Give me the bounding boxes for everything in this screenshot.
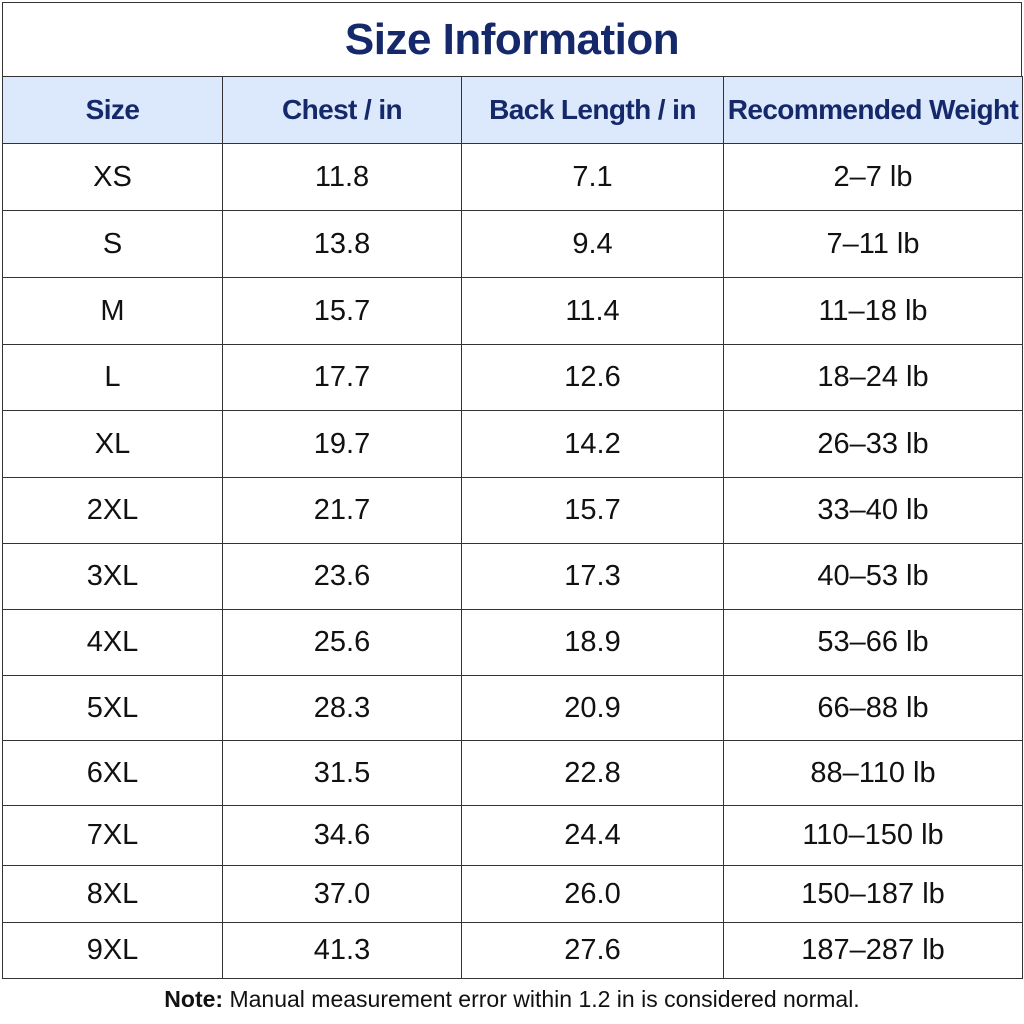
table-cell: 11.4 (461, 277, 724, 345)
table-cell: 9XL (2, 922, 223, 979)
column-header: Size (2, 76, 223, 144)
table-cell: 12.6 (461, 344, 724, 411)
table-cell: 23.6 (222, 543, 462, 610)
table-cell: 18.9 (461, 609, 724, 676)
table-row: 5XL 28.3 20.9 66–88 lb (2, 675, 1023, 741)
table-cell: 187–287 lb (723, 922, 1023, 979)
table-cell: 40–53 lb (723, 543, 1023, 610)
table-cell: 33–40 lb (723, 477, 1023, 544)
column-header: Back Length / in (461, 76, 724, 144)
table-cell: 18–24 lb (723, 344, 1023, 411)
table-cell: S (2, 210, 223, 278)
table-cell: 31.5 (222, 740, 462, 806)
table-cell: 11.8 (222, 143, 462, 211)
table-row: 6XL 31.5 22.8 88–110 lb (2, 740, 1023, 806)
table-row: L 17.7 12.6 18–24 lb (2, 344, 1023, 411)
table-cell: 88–110 lb (723, 740, 1023, 806)
table-cell: 66–88 lb (723, 675, 1023, 741)
table-row: 4XL 25.6 18.9 53–66 lb (2, 609, 1023, 676)
table-row: 9XL 41.3 27.6 187–287 lb (2, 922, 1023, 979)
table-cell: 15.7 (461, 477, 724, 544)
size-table: Size Chest / in Back Length / in Recommende… (2, 76, 1023, 979)
table-cell: XS (2, 143, 223, 211)
table-cell: 41.3 (222, 922, 462, 979)
table-row: 7XL 34.6 24.4 110–150 lb (2, 805, 1023, 866)
column-header: Chest / in (222, 76, 462, 144)
table-cell: 26.0 (461, 865, 724, 923)
table-cell: 110–150 lb (723, 805, 1023, 866)
table-cell: 28.3 (222, 675, 462, 741)
column-header: Recommended Weight (723, 76, 1023, 144)
table-cell: 53–66 lb (723, 609, 1023, 676)
table-cell: 4XL (2, 609, 223, 676)
table-cell: 3XL (2, 543, 223, 610)
table-cell: 17.3 (461, 543, 724, 610)
table-cell: M (2, 277, 223, 345)
table-cell: 14.2 (461, 410, 724, 478)
table-cell: 15.7 (222, 277, 462, 345)
table-cell: 7–11 lb (723, 210, 1023, 278)
table-cell: L (2, 344, 223, 411)
table-cell: 2–7 lb (723, 143, 1023, 211)
table-cell: 24.4 (461, 805, 724, 866)
table-cell: 2XL (2, 477, 223, 544)
table-cell: 17.7 (222, 344, 462, 411)
note-label: Note: (164, 986, 224, 1012)
table-cell: 7.1 (461, 143, 724, 211)
table-cell: 5XL (2, 675, 223, 741)
table-row: M 15.7 11.4 11–18 lb (2, 277, 1023, 345)
table-cell: 7XL (2, 805, 223, 866)
table-cell: 26–33 lb (723, 410, 1023, 478)
table-cell: 34.6 (222, 805, 462, 866)
table-cell: 8XL (2, 865, 223, 923)
table-cell: 20.9 (461, 675, 724, 741)
table-cell: 6XL (2, 740, 223, 806)
note: Note: Manual measurement error within 1.… (0, 986, 1024, 1013)
table-row: XS 11.8 7.1 2–7 lb (2, 143, 1023, 211)
table-cell: XL (2, 410, 223, 478)
table-cell: 21.7 (222, 477, 462, 544)
table-cell: 11–18 lb (723, 277, 1023, 345)
table-row: 8XL 37.0 26.0 150–187 lb (2, 865, 1023, 923)
table-cell: 27.6 (461, 922, 724, 979)
table-row: 2XL 21.7 15.7 33–40 lb (2, 477, 1023, 544)
table-cell: 25.6 (222, 609, 462, 676)
table-cell: 19.7 (222, 410, 462, 478)
title: Size Information (2, 2, 1022, 76)
header-row: Size Chest / in Back Length / in Recommende… (2, 76, 1023, 144)
table-cell: 37.0 (222, 865, 462, 923)
table-cell: 22.8 (461, 740, 724, 806)
table-row: S 13.8 9.4 7–11 lb (2, 210, 1023, 278)
table-cell: 150–187 lb (723, 865, 1023, 923)
note-text: Manual measurement error within 1.2 in i… (229, 986, 860, 1012)
size-chart: Size Information Size Chest / in Back Leng… (2, 2, 1023, 979)
table-cell: 9.4 (461, 210, 724, 278)
table-row: 3XL 23.6 17.3 40–53 lb (2, 543, 1023, 610)
table-cell: 13.8 (222, 210, 462, 278)
table-body: XS 11.8 7.1 2–7 lb S 13.8 9.4 7–11 lb M 15.7 11.4 1… (2, 143, 1023, 979)
table-row: XL 19.7 14.2 26–33 lb (2, 410, 1023, 478)
